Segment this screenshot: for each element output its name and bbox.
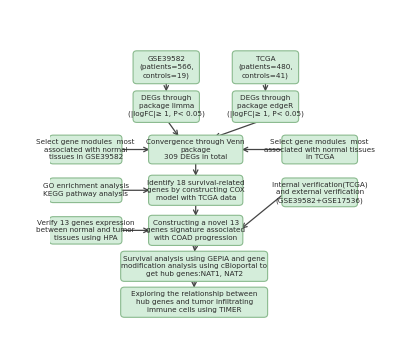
Text: Exploring the relationship between
hub genes and tumor infiltrating
immune cells: Exploring the relationship between hub g… (131, 292, 257, 313)
FancyBboxPatch shape (282, 135, 358, 164)
Text: DEGs through
package edgeR
(|logFC|≥ 1, P< 0.05): DEGs through package edgeR (|logFC|≥ 1, … (227, 95, 304, 118)
Text: TCGA
(patients=480,
controls=41): TCGA (patients=480, controls=41) (238, 56, 293, 79)
FancyBboxPatch shape (49, 217, 122, 244)
Text: Survival analysis using GEPIA and gene
modification analysis using cBioportal to: Survival analysis using GEPIA and gene m… (121, 256, 267, 277)
Text: Identify 18 survival-related
genes by constructing COX
model with TCGA data: Identify 18 survival-related genes by co… (147, 180, 244, 201)
FancyBboxPatch shape (232, 51, 299, 84)
FancyBboxPatch shape (148, 215, 243, 246)
Text: Internal verification(TCGA)
and external verification
(GSE39582+GSE17536): Internal verification(TCGA) and external… (272, 181, 368, 204)
FancyBboxPatch shape (49, 178, 122, 202)
FancyBboxPatch shape (148, 135, 243, 164)
FancyBboxPatch shape (282, 178, 358, 207)
Text: Convergence through Venn
package
309 DEGs in total: Convergence through Venn package 309 DEG… (146, 139, 245, 160)
FancyBboxPatch shape (49, 135, 122, 164)
FancyBboxPatch shape (133, 91, 200, 122)
FancyBboxPatch shape (133, 51, 200, 84)
FancyBboxPatch shape (148, 175, 243, 205)
Text: GSE39582
(patients=566,
controls=19): GSE39582 (patients=566, controls=19) (139, 56, 194, 79)
Text: DEGs through
package limma
(|logFC|≥ 1, P< 0.05): DEGs through package limma (|logFC|≥ 1, … (128, 95, 205, 118)
Text: Select gene modules  most
associated with normal tissues
in TCGA: Select gene modules most associated with… (264, 139, 375, 160)
Text: Constructing a novel 13
genes signature associated
with COAD progression: Constructing a novel 13 genes signature … (146, 220, 245, 241)
FancyBboxPatch shape (121, 287, 268, 317)
Text: Verify 13 genes expression
between normal and tumor
tissues using HPA: Verify 13 genes expression between norma… (36, 220, 135, 241)
Text: GO enrichment analysis
KEGG pathway analysis: GO enrichment analysis KEGG pathway anal… (42, 183, 129, 197)
Text: Select gene modules  most
associated with normal
tissues in GSE39582: Select gene modules most associated with… (36, 139, 135, 160)
FancyBboxPatch shape (232, 91, 299, 122)
FancyBboxPatch shape (121, 251, 268, 281)
